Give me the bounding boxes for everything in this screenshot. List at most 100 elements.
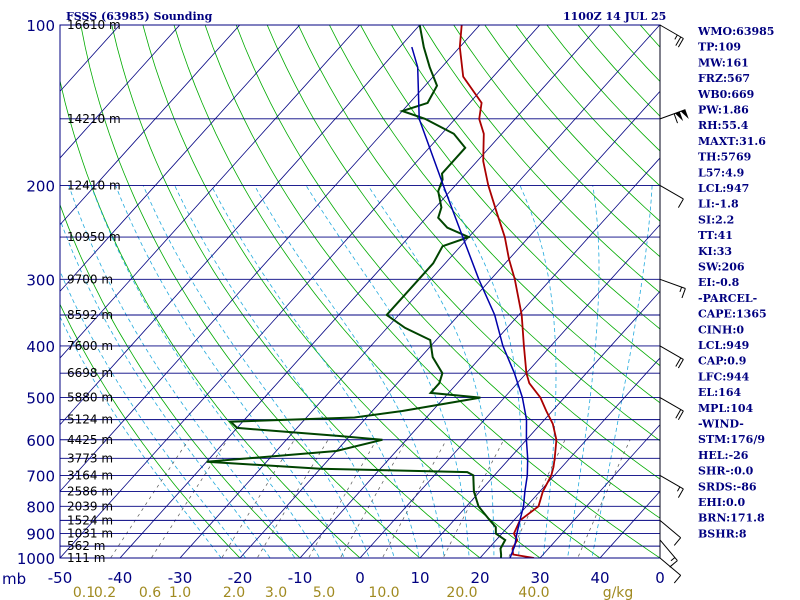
isotherm [60, 25, 481, 492]
stability-indices: WMO:63985 TP:109 MW:161 FRZ:567 WB0:669 PW:1.… [697, 25, 774, 540]
isotherm [299, 157, 660, 558]
temperature-label: 0 [355, 569, 365, 587]
dry-adiabat [453, 25, 660, 258]
grid-lines [0, 1, 660, 570]
moist-adiabat [519, 185, 557, 558]
index-entry: BSHR:8 [698, 527, 747, 540]
isotherm [479, 357, 660, 558]
index-entry: LFC:944 [698, 370, 750, 383]
barb-staff [659, 557, 682, 576]
isotherm [119, 25, 601, 558]
dry-adiabat [391, 25, 660, 330]
barb-flag [673, 575, 682, 584]
height-label: 5880 m [67, 391, 113, 405]
index-entry: HEL:-26 [698, 449, 749, 462]
mixing-ratio-line [442, 439, 505, 558]
barb-staff [659, 539, 678, 561]
dry-adiabat [577, 25, 660, 117]
height-label: 6698 m [67, 366, 113, 380]
barb-flag [675, 36, 682, 46]
wind-barb [659, 557, 682, 584]
index-entry: FRZ:567 [698, 72, 750, 85]
dry-adiabat [111, 25, 481, 558]
index-entry: MPL:104 [698, 402, 754, 415]
barb-flag [681, 288, 686, 299]
moist-adiabat [115, 185, 345, 558]
index-entry: LCL:949 [698, 339, 749, 352]
index-entry: TP:109 [698, 41, 741, 54]
moist-adiabat [68, 185, 296, 558]
barb-pennant [680, 109, 689, 120]
isotherm [60, 25, 301, 292]
dry-adiabat [235, 25, 660, 519]
pressure-label: 300 [26, 271, 55, 289]
index-entry: RH:55.4 [698, 119, 749, 132]
barb-staff [659, 24, 684, 39]
dry-adiabat [329, 25, 660, 404]
height-label: 7600 m [67, 339, 113, 353]
barb-flag [677, 359, 684, 369]
barb-flag [675, 357, 682, 367]
index-entry: -WIND- [698, 418, 744, 431]
isotherm [60, 25, 241, 226]
barb-flag [677, 198, 684, 208]
index-entry: BRN:171.8 [698, 512, 765, 525]
isotherm [60, 25, 541, 558]
isotherm [0, 1, 22, 570]
index-entry: WMO:63985 [697, 25, 774, 38]
moist-adiabat [60, 270, 247, 558]
isotherm [599, 490, 660, 558]
height-label: 4425 m [67, 433, 113, 447]
mixing-ratio-label: 0.6 [139, 585, 161, 600]
mixing-ratio-line [308, 439, 377, 558]
wind-barb [659, 24, 684, 48]
barb-half-flag [674, 34, 678, 40]
dry-adiabat [422, 25, 660, 294]
chart-title: FSSS (63985) Sounding [66, 10, 213, 23]
pressure-label: 200 [26, 177, 55, 195]
temperature-label: -50 [48, 569, 73, 587]
dry-adiabat [515, 25, 660, 187]
height-label: 2586 m [67, 484, 113, 498]
dry-adiabat [204, 25, 660, 558]
isotherm [239, 90, 660, 558]
wind-barb [659, 345, 684, 369]
height-label: 1031 m [67, 527, 113, 541]
wind-barb [659, 278, 686, 299]
mixing-ratio-line [256, 439, 329, 558]
barb-flag [669, 560, 678, 568]
parcel-profile [411, 46, 529, 558]
moist-adiabat [367, 185, 495, 558]
height-label: 2039 m [67, 499, 113, 513]
wind-barb [659, 397, 684, 420]
pressure-label: 1000 [17, 550, 55, 568]
barb-flag [677, 38, 684, 48]
index-entry: TT:41 [698, 229, 733, 242]
index-entry: MW:161 [698, 56, 749, 69]
mixing-ratio-line [339, 439, 408, 558]
index-entry: KI:33 [698, 245, 732, 258]
moist-adiabat [305, 185, 470, 558]
moist-adiabat [60, 315, 222, 558]
height-label: 111 m [67, 551, 105, 565]
moist-adiabat [174, 185, 395, 558]
mixing-ratio-line [150, 439, 228, 558]
barb-staff [659, 397, 684, 412]
height-label: 1524 m [67, 513, 113, 527]
index-entry: PW:1.86 [698, 104, 749, 117]
barb-staff [659, 345, 684, 360]
temperature-label: 40 [590, 569, 609, 587]
temperature-label: 0 [655, 569, 665, 587]
dry-adiabat [173, 25, 601, 558]
isotherm [539, 424, 660, 558]
mixing-ratio-label: 0.2 [94, 585, 116, 600]
wind-barb [659, 539, 678, 568]
barb-staff [659, 185, 684, 200]
temperature-label: 20 [470, 569, 489, 587]
moist-adiabat [60, 218, 271, 558]
temperature-label: 30 [530, 569, 549, 587]
wind-barb [659, 519, 682, 546]
barb-half-flag [679, 287, 683, 293]
moist-adiabat [440, 185, 522, 558]
height-label: 9700 m [67, 272, 113, 286]
